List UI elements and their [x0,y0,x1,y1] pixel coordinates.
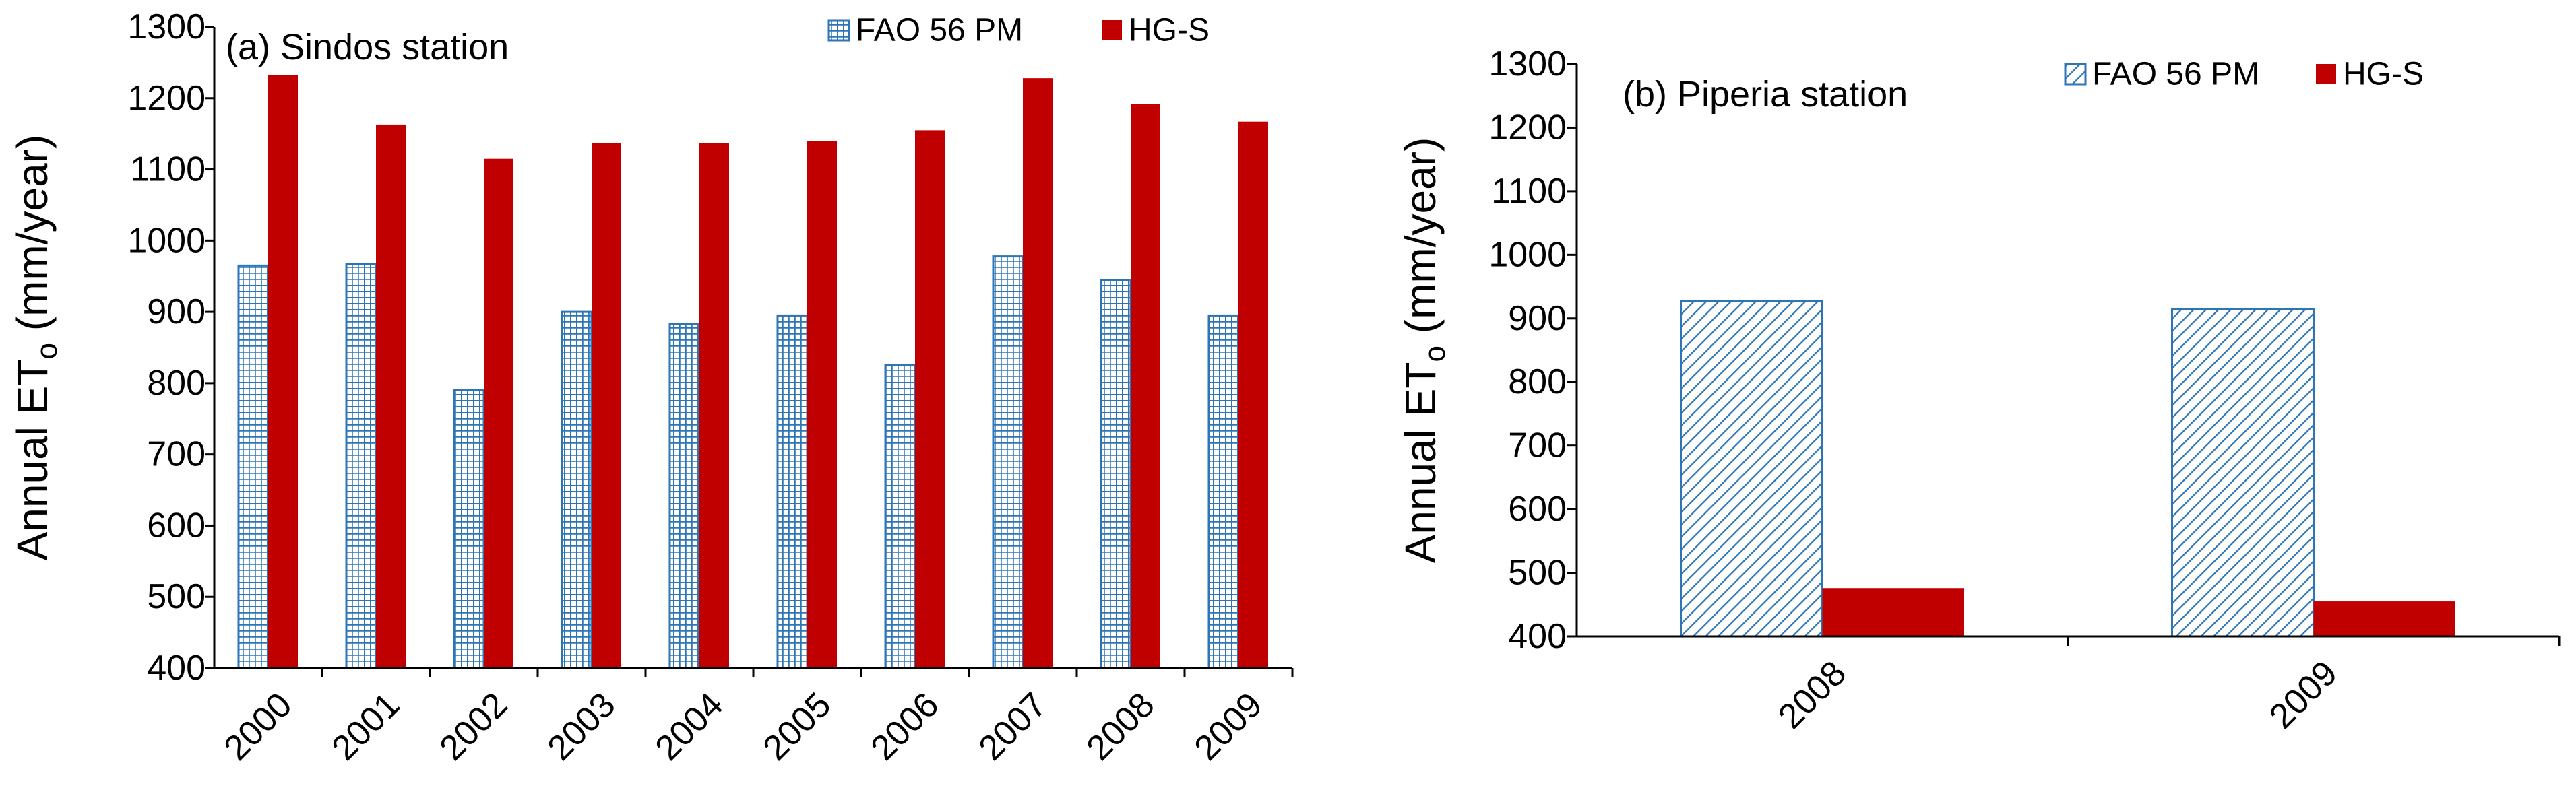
bar-fao56pm-2004 [668,323,701,669]
legend: FAO 56 PM HG-S [2064,57,2424,92]
x-tick-label-2006: 2006 [864,685,947,768]
bar-hgs-2005 [807,141,837,668]
x-tick-label-2008: 2008 [1771,653,1854,736]
bar-hgs-2009 [1238,121,1268,668]
y-tick-label-700: 700 [1508,426,1567,465]
bar-fao56pm-2005 [776,314,809,669]
bar-hgs-2002 [484,158,513,668]
y-tick-label-400: 400 [147,649,206,688]
y-tick-label-1300: 1300 [1488,44,1567,84]
y-tick-label-500: 500 [1508,554,1567,593]
bar-hgs-2009 [2313,601,2455,636]
x-tick-label-2002: 2002 [433,685,515,768]
x-tick-label-2009: 2009 [2262,653,2345,736]
y-tick-label-400: 400 [1508,617,1567,656]
y-tick-label-800: 800 [147,364,206,403]
x-tick-label-2007: 2007 [972,685,1055,768]
y-tick-label-700: 700 [147,435,206,474]
legend-label-fao56pm: FAO 56 PM [2092,57,2259,92]
bar-fao56pm-2003 [561,310,593,669]
legend-swatch-hgs [2316,64,2336,84]
bar-fao56pm-2009 [2171,308,2315,638]
panel-sindos: 2000 2001 2002 2003 2004 2005 2006 2007 2008 2009… [8,7,1294,768]
panel-piperia: 2008 2009 400 500 600 700 800 900 1000 1100 1200 13… [1396,44,2561,736]
panel-title: (b) Piperia station [1623,74,1908,114]
bar-hgs-2003 [592,143,621,668]
bar-hgs-2001 [376,124,406,669]
bar-fao56pm-2000 [237,264,270,669]
y-tick-label-1200: 1200 [1488,108,1567,147]
y-tick-label-1100: 1100 [130,150,206,189]
legend-label-hgs: HG-S [2343,57,2424,92]
bar-fao56pm-2006 [884,364,916,669]
y-axis-label: Annual ETo (mm/year) [1396,137,1451,564]
bar-fao56pm-2001 [345,263,377,669]
y-tick-label-1200: 1200 [127,79,206,118]
y-tick-label-1300: 1300 [127,7,206,46]
panel-title: (a) Sindos station [226,27,509,67]
y-tick-label-1000: 1000 [1488,235,1567,274]
y-tick-label-500: 500 [147,577,206,616]
y-tick-label-800: 800 [1508,362,1567,401]
x-tick-label-2000: 2000 [217,685,300,768]
x-tick-label-2008: 2008 [1079,685,1162,768]
legend-label-fao56pm: FAO 56 PM [856,13,1023,48]
y-tick-label-900: 900 [1508,299,1567,338]
x-tick-label-2004: 2004 [648,685,731,768]
bar-fao56pm-2002 [453,389,485,669]
bar-fao56pm-2008 [1680,300,1823,638]
bar-hgs-2000 [268,75,298,668]
y-tick-label-1000: 1000 [127,221,206,260]
y-tick-label-1100: 1100 [1491,172,1567,211]
y-tick-label-900: 900 [147,292,206,331]
legend-label-hgs: HG-S [1129,13,1210,48]
y-axis-label: Annual ETo (mm/year) [8,135,63,561]
y-tick-label-600: 600 [147,506,206,545]
x-tick-label-2009: 2009 [1187,685,1270,768]
bar-fao56pm-2007 [992,255,1024,669]
legend: FAO 56 PM HG-S [827,13,1210,48]
bar-fao56pm-2008 [1100,279,1132,669]
legend-swatch-fao56pm [2064,63,2087,86]
x-tick-label-2001: 2001 [325,685,408,768]
legend-swatch-hgs [1102,20,1122,40]
y-tick-label-600: 600 [1508,490,1567,529]
x-tick-label-2005: 2005 [756,685,839,768]
legend-swatch-fao56pm [827,19,850,42]
x-tick-label-2003: 2003 [540,685,623,768]
bar-hgs-2008 [1131,104,1160,669]
bar-fao56pm-2009 [1207,314,1240,669]
bar-hgs-2006 [915,130,945,668]
bar-hgs-2007 [1023,78,1053,668]
bar-hgs-2004 [699,143,729,668]
bar-hgs-2008 [1822,588,1964,636]
